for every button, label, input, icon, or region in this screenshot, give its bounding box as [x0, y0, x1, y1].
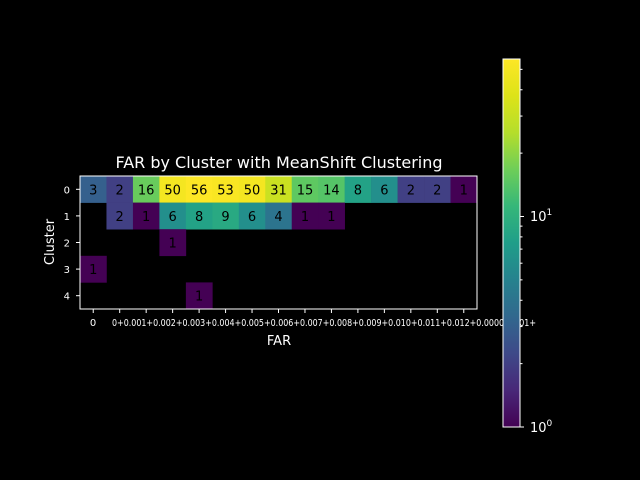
- cell-value-label: 2: [116, 183, 124, 198]
- heatmap-cell: [265, 202, 293, 230]
- y-tick-label: 0: [64, 185, 70, 196]
- y-axis-label: Cluster: [43, 218, 58, 265]
- heatmap-cell: [371, 176, 398, 203]
- cell-value-label: 3: [89, 183, 97, 198]
- heatmap-cell: [106, 176, 134, 203]
- heatmap-cell: [159, 176, 187, 203]
- heatmap-cell: [185, 202, 213, 230]
- y-tick-label: 3: [64, 265, 70, 276]
- cell-value-label: 1: [89, 263, 97, 278]
- cell-value-label: 56: [191, 183, 208, 198]
- heatmap-cell: [159, 229, 187, 257]
- cell-value-label: 1: [327, 210, 335, 225]
- chart-title: FAR by Cluster with MeanShift Clustering: [115, 153, 442, 172]
- cell-value-label: 14: [323, 183, 340, 198]
- heatmap-cell: [132, 176, 160, 203]
- cell-value-label: 53: [217, 183, 234, 198]
- cell-value-label: 6: [248, 210, 256, 225]
- x-tick-label-overlap: 0+0.001+0.002+0.003+0.004+0.005+0.006+0.…: [112, 318, 536, 329]
- cell-value-label: 2: [407, 183, 415, 198]
- cell-value-label: 16: [138, 183, 155, 198]
- cell-value-label: 6: [168, 210, 176, 225]
- heatmap-cell: [159, 202, 187, 230]
- cell-value-label: 2: [116, 210, 124, 225]
- cell-value-label: 1: [195, 290, 203, 305]
- x-tick-label: 0: [90, 318, 96, 329]
- cell-value-label: 1: [301, 210, 309, 225]
- heatmap-cell: [265, 176, 293, 203]
- cell-value-label: 6: [380, 183, 388, 198]
- heatmap-cell: [318, 176, 345, 203]
- heatmap-cell: [212, 202, 240, 230]
- heatmap-cell: [238, 202, 266, 230]
- cell-value-label: 15: [297, 183, 314, 198]
- heatmap-cell: [291, 202, 319, 230]
- heatmap-cell: [424, 176, 451, 203]
- cell-value-label: 1: [460, 183, 468, 198]
- y-tick-label: 1: [64, 212, 70, 223]
- heatmap-cell: [80, 255, 107, 283]
- heatmap-cell: [106, 202, 134, 230]
- heatmap-cell: [185, 176, 213, 203]
- heatmap-cell: [344, 176, 372, 203]
- heatmap-cell: [185, 282, 213, 310]
- cell-value-label: 50: [164, 183, 181, 198]
- x-axis-label: FAR: [267, 334, 291, 349]
- cell-value-label: 8: [354, 183, 362, 198]
- heatmap-cell: [132, 202, 160, 230]
- cell-value-label: 4: [274, 210, 282, 225]
- cell-value-label: 8: [195, 210, 203, 225]
- y-tick-label: 2: [64, 239, 70, 250]
- heatmap-cell: [80, 176, 107, 203]
- heatmap-cell: [212, 176, 240, 203]
- cell-value-label: 50: [244, 183, 261, 198]
- cell-value-label: 1: [142, 210, 150, 225]
- colorbar: [502, 58, 521, 428]
- heatmap-cell: [291, 176, 319, 203]
- cell-value-label: 9: [221, 210, 229, 225]
- heatmap-cell: [238, 176, 266, 203]
- heatmap-cell: [397, 176, 425, 203]
- heatmap-cell: [450, 176, 478, 203]
- cell-value-label: 1: [168, 237, 176, 252]
- y-tick-label: 4: [64, 292, 70, 303]
- heatmap-cell: [318, 202, 345, 230]
- cell-value-label: 31: [270, 183, 287, 198]
- cell-value-label: 2: [433, 183, 441, 198]
